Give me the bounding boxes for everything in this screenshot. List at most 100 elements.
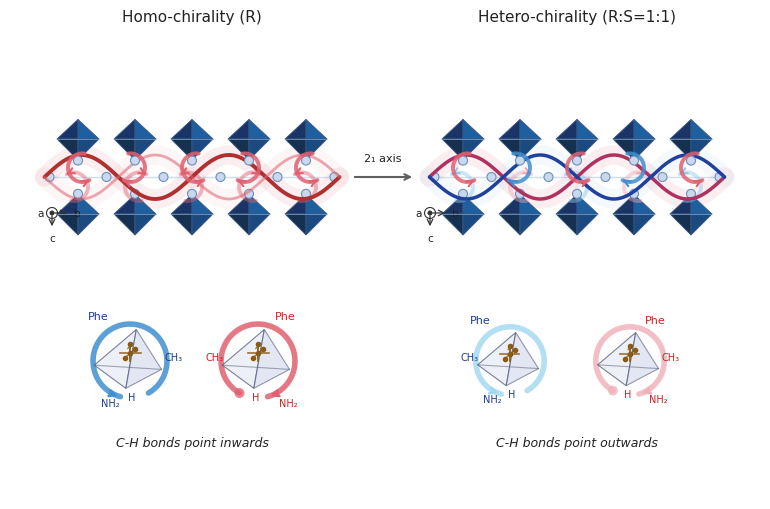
Circle shape xyxy=(130,157,139,166)
Text: a: a xyxy=(416,209,422,218)
Polygon shape xyxy=(249,120,270,140)
Polygon shape xyxy=(577,140,598,161)
Text: Phe: Phe xyxy=(89,312,109,322)
Circle shape xyxy=(458,157,467,166)
Text: C-H bonds point outwards: C-H bonds point outwards xyxy=(496,436,658,449)
Circle shape xyxy=(102,173,111,182)
Polygon shape xyxy=(691,120,712,140)
Polygon shape xyxy=(114,215,135,236)
Polygon shape xyxy=(499,215,520,236)
Polygon shape xyxy=(691,195,712,215)
Polygon shape xyxy=(126,330,162,388)
Circle shape xyxy=(427,211,433,216)
Polygon shape xyxy=(463,215,484,236)
Circle shape xyxy=(330,173,339,182)
Circle shape xyxy=(608,386,618,396)
Polygon shape xyxy=(171,195,192,215)
Circle shape xyxy=(687,157,695,166)
Polygon shape xyxy=(135,120,156,140)
Circle shape xyxy=(159,173,168,182)
Polygon shape xyxy=(691,215,712,236)
Polygon shape xyxy=(634,195,655,215)
Polygon shape xyxy=(57,120,78,140)
Polygon shape xyxy=(463,140,484,161)
Circle shape xyxy=(430,173,439,182)
Polygon shape xyxy=(114,120,135,140)
Circle shape xyxy=(573,157,581,166)
Circle shape xyxy=(687,190,695,199)
Polygon shape xyxy=(499,120,520,140)
Polygon shape xyxy=(520,140,541,161)
Polygon shape xyxy=(285,195,306,215)
Text: 2₁ axis: 2₁ axis xyxy=(364,154,402,164)
Polygon shape xyxy=(249,215,270,236)
Circle shape xyxy=(73,190,82,199)
Polygon shape xyxy=(499,195,520,215)
Polygon shape xyxy=(171,140,192,161)
Polygon shape xyxy=(506,333,538,386)
Circle shape xyxy=(49,211,55,216)
Polygon shape xyxy=(285,120,306,140)
Polygon shape xyxy=(171,120,192,140)
Polygon shape xyxy=(306,120,327,140)
Polygon shape xyxy=(463,195,484,215)
Polygon shape xyxy=(114,140,135,161)
Text: Phe: Phe xyxy=(645,315,666,325)
Polygon shape xyxy=(520,215,541,236)
Text: b: b xyxy=(74,209,81,218)
Circle shape xyxy=(245,190,253,199)
Text: NH₂: NH₂ xyxy=(649,394,668,405)
Polygon shape xyxy=(598,333,636,386)
Polygon shape xyxy=(670,215,691,236)
Polygon shape xyxy=(78,195,99,215)
Circle shape xyxy=(715,173,724,182)
Circle shape xyxy=(235,388,245,398)
Text: c: c xyxy=(427,234,433,243)
Circle shape xyxy=(630,190,638,199)
Polygon shape xyxy=(442,120,463,140)
Polygon shape xyxy=(57,195,78,215)
Circle shape xyxy=(45,173,54,182)
Text: NH₂: NH₂ xyxy=(484,394,502,405)
Polygon shape xyxy=(78,215,99,236)
Polygon shape xyxy=(520,195,541,215)
Polygon shape xyxy=(57,140,78,161)
Polygon shape xyxy=(442,215,463,236)
Text: b: b xyxy=(452,209,459,218)
Circle shape xyxy=(515,157,524,166)
Polygon shape xyxy=(192,215,213,236)
Polygon shape xyxy=(228,215,249,236)
Polygon shape xyxy=(285,215,306,236)
Polygon shape xyxy=(520,120,541,140)
Polygon shape xyxy=(306,215,327,236)
Circle shape xyxy=(544,173,553,182)
Polygon shape xyxy=(499,140,520,161)
Polygon shape xyxy=(670,140,691,161)
Circle shape xyxy=(245,157,253,166)
Polygon shape xyxy=(577,195,598,215)
Circle shape xyxy=(73,157,82,166)
Text: NH₂: NH₂ xyxy=(279,398,298,408)
Text: C-H bonds point inwards: C-H bonds point inwards xyxy=(116,436,269,449)
Polygon shape xyxy=(228,120,249,140)
Circle shape xyxy=(302,157,310,166)
Text: a: a xyxy=(38,209,44,218)
Circle shape xyxy=(273,173,282,182)
Polygon shape xyxy=(613,120,634,140)
Polygon shape xyxy=(463,120,484,140)
Polygon shape xyxy=(192,140,213,161)
Circle shape xyxy=(458,190,467,199)
Polygon shape xyxy=(223,330,264,388)
Polygon shape xyxy=(249,195,270,215)
Polygon shape xyxy=(577,215,598,236)
Circle shape xyxy=(487,173,496,182)
Text: Phe: Phe xyxy=(470,315,491,325)
Text: CH₃: CH₃ xyxy=(165,352,182,362)
Polygon shape xyxy=(78,140,99,161)
Text: NH₂: NH₂ xyxy=(101,398,119,408)
Polygon shape xyxy=(228,140,249,161)
Polygon shape xyxy=(57,215,78,236)
Circle shape xyxy=(630,157,638,166)
Polygon shape xyxy=(192,120,213,140)
Polygon shape xyxy=(670,195,691,215)
